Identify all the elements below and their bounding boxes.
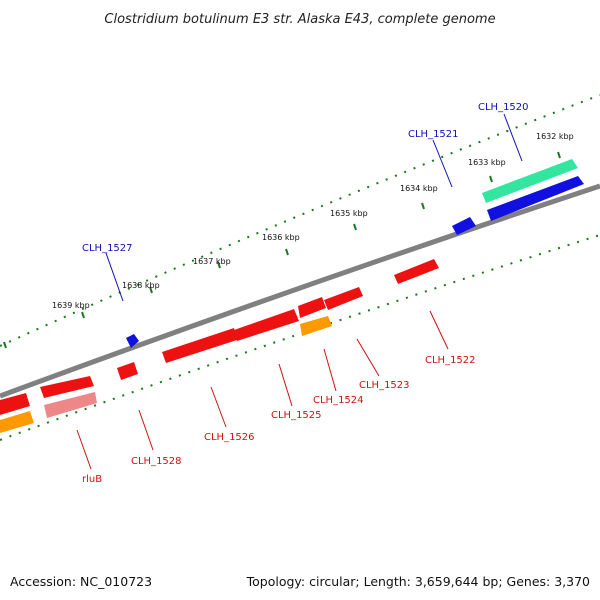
- gene-label-CLH_1523[interactable]: CLH_1523: [359, 380, 410, 391]
- tick-label: 1632 kbp: [536, 132, 574, 141]
- leader-line: [323, 348, 337, 392]
- gene-label-CLH_1525[interactable]: CLH_1525: [271, 410, 322, 421]
- gene-rluB[interactable]: [44, 392, 97, 418]
- tick-label: 1634 kbp: [400, 184, 438, 193]
- tick-label: 1636 kbp: [262, 233, 300, 242]
- gene-CLH_1520-blue[interactable]: [487, 176, 584, 221]
- leader-line: [503, 113, 523, 162]
- major-tick: [3, 341, 7, 349]
- gene-left-orange[interactable]: [0, 411, 34, 433]
- tick-label: 1637 kbp: [193, 257, 231, 266]
- major-tick: [421, 202, 425, 210]
- major-tick: [489, 175, 493, 183]
- gene-CLH_1520-teal[interactable]: [482, 159, 578, 203]
- gene-CLH_1523[interactable]: [324, 287, 363, 310]
- tick-label: 1638 kbp: [122, 281, 160, 290]
- gene-CLH_1527[interactable]: [126, 334, 139, 348]
- gene-label-CLH_1526[interactable]: CLH_1526: [204, 432, 255, 443]
- gene-label-CLH_1524[interactable]: CLH_1524: [313, 395, 364, 406]
- gene-label-rluB[interactable]: rluB: [82, 474, 102, 485]
- map-title: Clostridium botulinum E3 str. Alaska E43…: [104, 12, 495, 27]
- leader-line: [278, 363, 293, 407]
- gene-label-CLH_1520[interactable]: CLH_1520: [478, 102, 529, 113]
- gene-label-CLH_1521[interactable]: CLH_1521: [408, 129, 459, 140]
- gene-CLH_1525[interactable]: [234, 309, 299, 341]
- major-tick: [149, 286, 153, 294]
- gene-label-CLH_1528[interactable]: CLH_1528: [131, 456, 182, 467]
- forward-genes: [126, 159, 584, 348]
- leader-line: [210, 386, 227, 428]
- leader-line: [432, 139, 453, 188]
- gene-CLH_1524-orange[interactable]: [300, 316, 332, 336]
- gene-rluB-red[interactable]: [40, 376, 94, 398]
- tick-label: 1635 kbp: [330, 209, 368, 218]
- gene-CLH_1528[interactable]: [117, 362, 138, 380]
- tick-label: 1639 kbp: [52, 301, 90, 310]
- reverse-genes: [0, 259, 439, 433]
- leader-line: [138, 409, 154, 451]
- major-tick: [557, 151, 561, 159]
- genome-backbone: [0, 183, 600, 399]
- major-tick: [353, 223, 357, 231]
- leader-line: [105, 252, 124, 302]
- gene-label-CLH_1522[interactable]: CLH_1522: [425, 355, 476, 366]
- leader-line: [76, 429, 92, 470]
- gene-left-red[interactable]: [0, 393, 30, 415]
- gene-CLH_1521[interactable]: [452, 217, 476, 235]
- gene-label-CLH_1527[interactable]: CLH_1527: [82, 243, 133, 254]
- genome-summary: Topology: circular; Length: 3,659,644 bp…: [246, 574, 590, 589]
- accession: Accession: NC_010723: [10, 574, 152, 589]
- leader-line: [429, 310, 449, 350]
- major-ticks: [3, 151, 561, 349]
- major-tick: [285, 248, 289, 256]
- major-tick: [217, 261, 221, 269]
- gene-CLH_1522[interactable]: [394, 259, 439, 284]
- gene-CLH_1526[interactable]: [162, 328, 237, 363]
- tick-label: 1633 kbp: [468, 158, 506, 167]
- major-tick: [81, 311, 85, 319]
- leader-line: [356, 338, 380, 377]
- gene-CLH_1524[interactable]: [298, 297, 326, 318]
- leader-lines: [76, 113, 523, 470]
